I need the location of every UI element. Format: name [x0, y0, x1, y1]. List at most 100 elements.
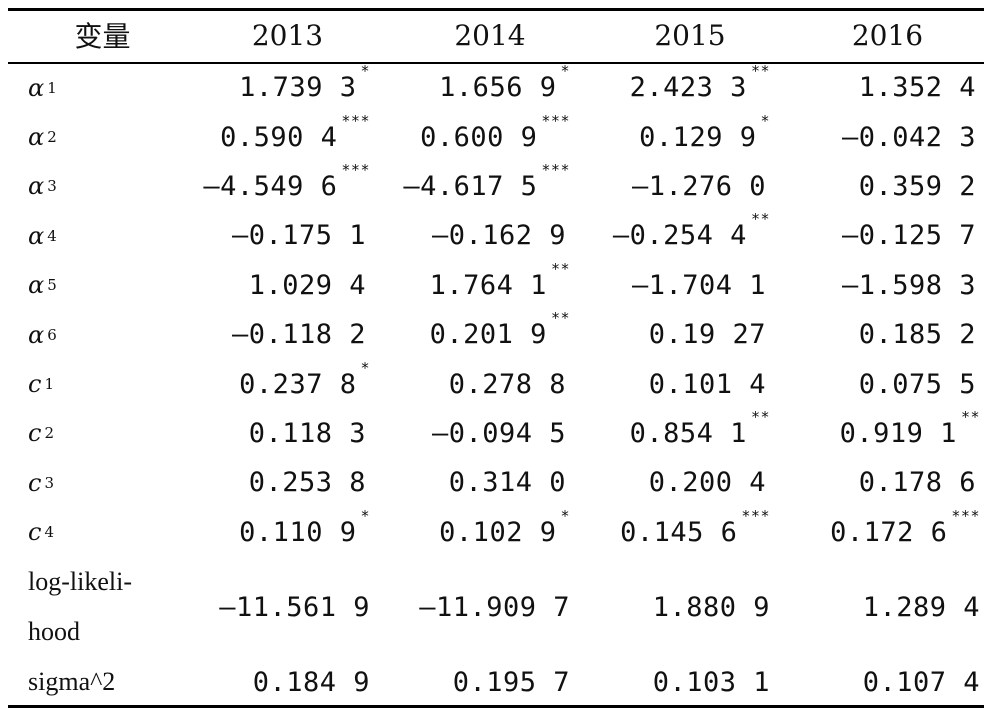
significance-stars: *** — [741, 506, 770, 525]
table-cell: 0.919 1 ** — [800, 407, 980, 458]
table-cell: 0.600 9 *** — [390, 112, 570, 161]
coefficient-value: 0.178 6 — [858, 467, 976, 499]
coefficient-value: 0.201 9 — [429, 319, 547, 351]
table-cell: 1.029 4 — [190, 261, 370, 310]
cell-sigma-2013: 0.184 9 — [252, 666, 370, 698]
variable-symbol: c — [28, 468, 42, 497]
coefficient-value: 0.118 3 — [248, 417, 366, 449]
table-row: α 1 1.739 3 * 1.656 9 * 2.423 3 ** 1.352 4 — [0, 62, 992, 112]
variable-subscript: 4 — [44, 523, 54, 542]
table-cell: 0.314 0 — [390, 458, 570, 507]
table-row: α 5 1.029 4 1.764 1 ** —1.704 1 —1.598 3 — [0, 259, 992, 310]
coefficient-value: 2.423 3 — [629, 72, 747, 104]
table-cell: 0.118 3 — [190, 409, 370, 458]
coefficient-value: —0.118 2 — [231, 319, 366, 351]
coefficient-value: 0.129 9 — [639, 121, 757, 153]
coefficient-value: 0.145 6 — [620, 516, 738, 548]
table-row: α 6 —0.118 2 0.201 9 ** 0.19 27 0.185 2 — [0, 309, 992, 359]
coefficient-value: 0.590 4 — [220, 121, 338, 153]
table-cell: —0.125 7 — [800, 211, 980, 260]
coefficient-value: —1.598 3 — [841, 269, 976, 301]
variable-subscript: 4 — [47, 226, 57, 245]
significance-stars: ** — [750, 407, 770, 426]
coefficient-value: —0.254 4 — [612, 220, 747, 252]
coefficient-value: —0.042 3 — [841, 121, 976, 153]
cell-loglik-2014: —11.909 7 — [419, 591, 570, 623]
significance-stars: * — [360, 358, 370, 377]
row-label-loglik: log-likeli- hood — [28, 557, 178, 657]
variable-symbol: c — [28, 419, 42, 448]
table-cell: —4.549 6 *** — [190, 161, 370, 211]
significance-stars: ** — [550, 259, 570, 278]
table-cell: 0.178 6 — [800, 458, 980, 507]
significance-stars: ** — [750, 210, 770, 229]
header-year-2013: 2013 — [251, 18, 324, 52]
significance-stars: ** — [960, 407, 980, 426]
table-cell: 1.764 1 ** — [390, 259, 570, 310]
coefficient-value: 1.739 3 — [239, 72, 357, 104]
table-cell: 1.656 9 * — [390, 62, 570, 112]
table-row-sigma: sigma^2 0.184 9 0.195 7 0.103 1 0.107 4 — [0, 657, 992, 707]
variable-symbol: α — [28, 123, 45, 152]
header-year-2014: 2014 — [454, 18, 526, 52]
table-cell: 2.423 3 ** — [590, 62, 770, 112]
table-cell: 1.352 4 — [800, 63, 980, 112]
significance-stars: ** — [750, 62, 770, 81]
table-cell: —0.042 3 — [800, 112, 980, 161]
table-cell: 0.110 9 * — [190, 507, 370, 557]
coefficient-value: 0.278 8 — [448, 368, 566, 400]
header-year-2016: 2016 — [851, 18, 924, 52]
row-label-sigma: sigma^2 — [28, 667, 116, 696]
variable-subscript: 6 — [47, 325, 57, 344]
table-cell: —1.704 1 — [590, 261, 770, 310]
header-rule — [8, 62, 984, 64]
coefficient-value: —1.704 1 — [631, 269, 766, 301]
coefficient-value: —4.549 6 — [203, 170, 338, 202]
table-cell: 0.200 4 — [590, 458, 770, 507]
cell-sigma-2015: 0.103 1 — [652, 666, 770, 698]
table-cell: 0.185 2 — [800, 310, 980, 359]
variable-subscript: 3 — [44, 473, 54, 492]
coefficient-value: 0.19 27 — [648, 319, 766, 351]
cell-loglik-2015: 1.880 9 — [652, 591, 770, 623]
coefficient-value: 0.185 2 — [858, 319, 976, 351]
cell-loglik-2016: 1.289 4 — [862, 591, 980, 623]
coefficient-value: 0.172 6 — [830, 516, 948, 548]
cell-loglik-2013: —11.561 9 — [219, 591, 370, 623]
table-cell: 0.278 8 — [390, 359, 570, 408]
coefficient-value: 0.854 1 — [629, 417, 747, 449]
variable-subscript: 1 — [44, 375, 54, 394]
variable-subscript: 5 — [47, 276, 57, 295]
coefficient-value: 0.200 4 — [648, 467, 766, 499]
coefficient-value: 0.919 1 — [839, 417, 957, 449]
coefficient-value: 0.075 5 — [858, 368, 976, 400]
table-cell: 0.237 8 * — [190, 359, 370, 408]
significance-stars: *** — [341, 111, 370, 130]
significance-stars: *** — [541, 111, 570, 130]
table-row: α 3 —4.549 6 *** —4.617 5 *** —1.276 0 0.359 2 — [0, 160, 992, 211]
table-cell: 0.101 4 — [590, 359, 770, 408]
significance-stars: *** — [541, 160, 570, 179]
table-cell: —1.276 0 — [590, 162, 770, 211]
table-cell: 0.359 2 — [800, 162, 980, 211]
coefficient-value: —4.617 5 — [403, 170, 538, 202]
significance-stars: * — [760, 111, 770, 130]
table-cell: —0.094 5 — [390, 409, 570, 458]
loglik-label-line2: hood — [28, 617, 80, 646]
table-cell: 0.129 9 * — [590, 112, 770, 161]
significance-stars: * — [560, 506, 570, 525]
table-cell: 1.739 3 * — [190, 62, 370, 112]
coefficient-value: 0.253 8 — [248, 467, 366, 499]
coefficient-value: 1.352 4 — [858, 72, 976, 104]
coefficient-value: —0.162 9 — [431, 220, 566, 252]
table-cell: 0.201 9 ** — [390, 309, 570, 359]
table-row: α 4 —0.175 1 —0.162 9 —0.254 4 ** —0.125 7 — [0, 210, 992, 260]
coefficient-value: 1.656 9 — [439, 72, 557, 104]
loglik-label-line1: log-likeli- — [28, 567, 132, 596]
coefficient-value: 0.600 9 — [420, 121, 538, 153]
variable-symbol: α — [28, 320, 45, 349]
variable-subscript: 1 — [47, 78, 57, 97]
